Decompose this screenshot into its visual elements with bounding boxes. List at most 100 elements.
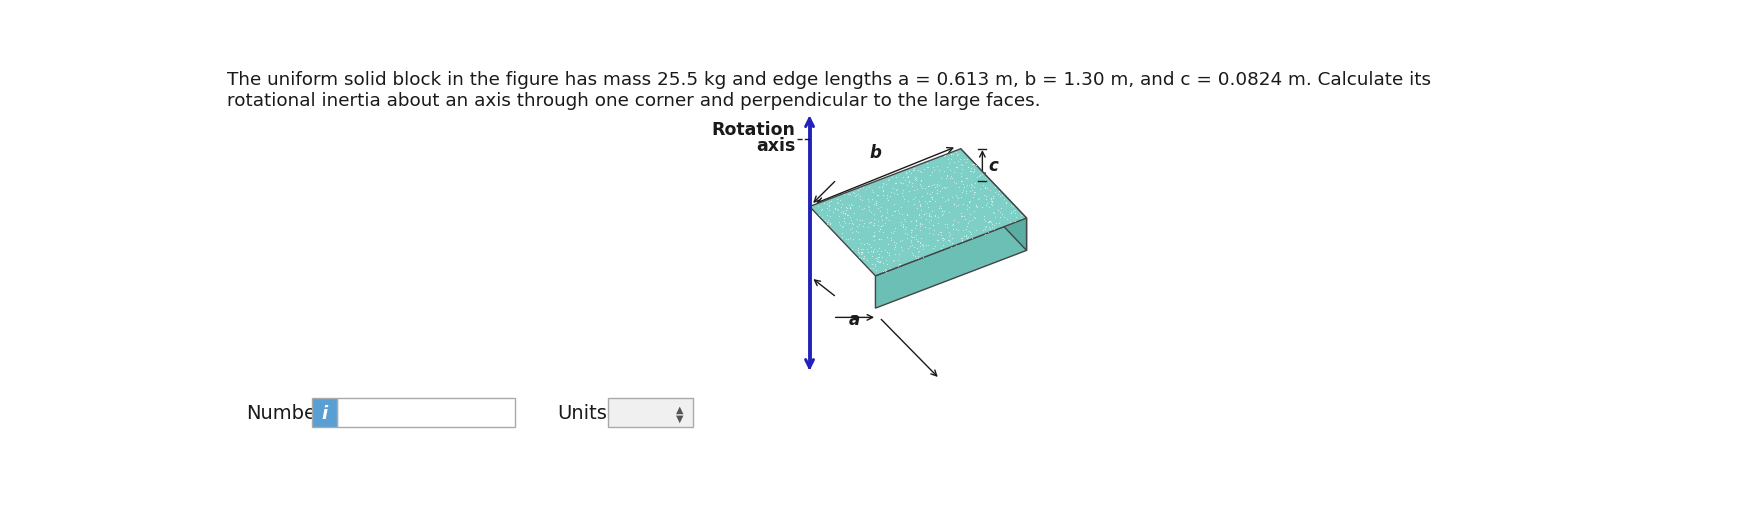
Point bbox=[844, 187, 872, 195]
Point bbox=[923, 182, 951, 190]
Point bbox=[918, 168, 946, 177]
Point bbox=[915, 230, 943, 238]
Point bbox=[960, 215, 988, 223]
Point bbox=[865, 258, 894, 266]
Point bbox=[925, 237, 953, 245]
Point bbox=[930, 183, 958, 191]
Point bbox=[895, 187, 923, 195]
Point bbox=[876, 264, 904, 272]
Point bbox=[948, 177, 976, 185]
Point bbox=[895, 178, 923, 186]
Point bbox=[985, 191, 1013, 199]
Point bbox=[944, 194, 972, 202]
Point bbox=[843, 191, 871, 200]
Point bbox=[974, 223, 1002, 232]
Point bbox=[925, 187, 953, 195]
Point bbox=[901, 252, 929, 261]
Point bbox=[951, 225, 979, 233]
Point bbox=[906, 239, 934, 247]
Point bbox=[923, 237, 951, 245]
Point bbox=[844, 244, 872, 252]
Point bbox=[853, 223, 881, 232]
Point bbox=[930, 153, 958, 161]
Point bbox=[869, 180, 897, 188]
Point bbox=[927, 175, 955, 183]
Point bbox=[960, 167, 988, 176]
Point bbox=[822, 205, 850, 213]
Point bbox=[901, 175, 929, 183]
Point bbox=[937, 151, 965, 159]
Point bbox=[960, 184, 988, 192]
Point bbox=[846, 196, 874, 204]
Point bbox=[906, 203, 934, 211]
Point bbox=[902, 232, 930, 240]
Point bbox=[850, 184, 878, 192]
Point bbox=[902, 177, 930, 185]
Point bbox=[909, 240, 937, 248]
Point bbox=[985, 188, 1013, 196]
Point bbox=[885, 257, 913, 265]
Point bbox=[876, 193, 904, 201]
Point bbox=[865, 250, 894, 259]
Point bbox=[881, 208, 909, 216]
Point bbox=[864, 191, 892, 200]
Point bbox=[820, 208, 848, 216]
Point bbox=[815, 198, 843, 206]
Point bbox=[867, 212, 895, 220]
Point bbox=[948, 235, 976, 243]
Point bbox=[909, 220, 937, 229]
Point bbox=[943, 225, 971, 233]
Point bbox=[958, 193, 986, 202]
Point bbox=[934, 197, 962, 205]
Point bbox=[929, 194, 957, 202]
Point bbox=[837, 245, 865, 253]
Point bbox=[894, 235, 922, 243]
Point bbox=[937, 173, 965, 181]
Point bbox=[916, 197, 944, 205]
Point bbox=[957, 210, 985, 218]
Point bbox=[913, 204, 941, 212]
Point bbox=[951, 159, 979, 167]
Point bbox=[971, 183, 999, 191]
Point bbox=[908, 183, 936, 191]
Point bbox=[830, 219, 858, 228]
FancyBboxPatch shape bbox=[336, 399, 515, 428]
Point bbox=[832, 204, 860, 212]
Point bbox=[971, 223, 999, 232]
Point bbox=[915, 241, 943, 249]
Point bbox=[869, 268, 897, 276]
Point bbox=[964, 195, 992, 203]
FancyBboxPatch shape bbox=[312, 399, 336, 428]
Point bbox=[948, 173, 976, 181]
Point bbox=[918, 207, 946, 215]
Point bbox=[944, 202, 972, 210]
Point bbox=[830, 209, 858, 217]
Point bbox=[836, 205, 864, 213]
Point bbox=[948, 227, 976, 235]
Point bbox=[960, 160, 988, 168]
Point bbox=[948, 213, 976, 221]
Point bbox=[872, 233, 901, 241]
Point bbox=[930, 235, 958, 243]
Point bbox=[944, 150, 972, 158]
Point bbox=[937, 243, 965, 251]
Point bbox=[990, 195, 1018, 203]
Point bbox=[958, 161, 986, 169]
Point bbox=[897, 237, 925, 245]
Point bbox=[855, 219, 883, 228]
Point bbox=[978, 201, 1006, 209]
Point bbox=[955, 227, 983, 235]
Point bbox=[837, 217, 865, 225]
Point bbox=[932, 173, 960, 181]
Point bbox=[978, 199, 1006, 207]
Point bbox=[981, 214, 1009, 222]
Point bbox=[832, 235, 860, 243]
Point bbox=[887, 221, 915, 230]
Point bbox=[953, 164, 981, 172]
Point bbox=[857, 218, 885, 227]
Point bbox=[918, 195, 946, 204]
Point bbox=[874, 196, 902, 205]
Point bbox=[806, 206, 834, 214]
Point bbox=[939, 158, 967, 166]
Point bbox=[867, 225, 895, 233]
